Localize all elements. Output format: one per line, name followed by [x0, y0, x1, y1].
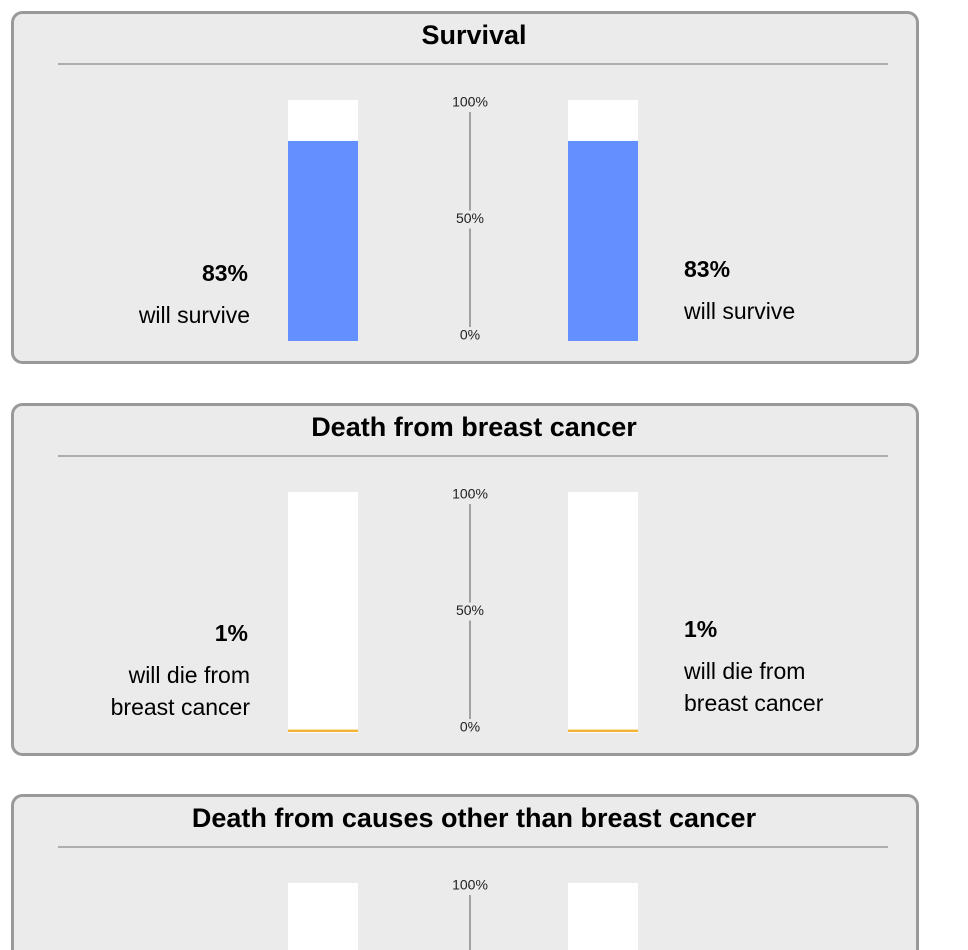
- bar-background: [288, 883, 358, 950]
- caption: will die from: [128, 662, 250, 688]
- caption: breast cancer: [111, 694, 251, 720]
- bar: [288, 729, 358, 732]
- bar-background: [288, 492, 358, 733]
- y-tick-label: 50%: [456, 210, 484, 226]
- bar: [568, 729, 638, 732]
- value-label: 1%: [684, 616, 717, 642]
- caption: will survive: [683, 298, 795, 324]
- panel: Death from causes other than breast canc…: [11, 794, 919, 950]
- caption: will survive: [138, 302, 250, 328]
- bar: [288, 140, 358, 341]
- value-label: 83%: [684, 256, 730, 282]
- y-tick-label: 0%: [460, 719, 480, 735]
- value-label: 83%: [202, 260, 248, 286]
- y-tick-label: 0%: [460, 327, 480, 343]
- panel-title: Death from breast cancer: [311, 412, 637, 442]
- y-tick-label: 50%: [456, 602, 484, 618]
- y-tick-label: 100%: [452, 486, 488, 502]
- panel: Survival 0% 50% 100% will survive 83% will sur…: [11, 11, 919, 364]
- panel-box: [11, 11, 919, 364]
- panel-box: [11, 794, 919, 950]
- caption: breast cancer: [684, 690, 824, 716]
- bar: [568, 140, 638, 341]
- panel-title: Death from causes other than breast canc…: [192, 803, 757, 833]
- caption: will die from: [683, 658, 805, 684]
- value-label: 1%: [215, 620, 248, 646]
- panel-box: [11, 403, 919, 756]
- bar-background: [568, 883, 638, 950]
- y-tick-label: 100%: [452, 877, 488, 893]
- panel-title: Survival: [421, 20, 526, 50]
- bar-background: [568, 492, 638, 733]
- y-tick-label: 100%: [452, 94, 488, 110]
- panel: Death from breast cancer 0% 50% 100% will di…: [11, 403, 919, 756]
